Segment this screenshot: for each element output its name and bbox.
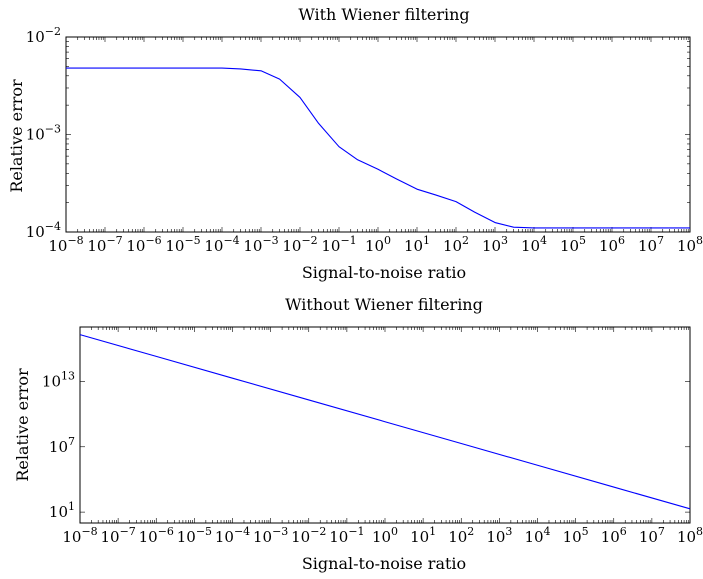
bottom-x-tick-label: 100 bbox=[372, 525, 398, 546]
bottom-y-tick-label: 1013 bbox=[42, 369, 75, 390]
top-x-tick-label: 105 bbox=[560, 234, 586, 255]
top-x-tick-label: 10−6 bbox=[126, 234, 161, 255]
bottom-x-tick-label: 107 bbox=[639, 525, 665, 546]
top-x-tick-label: 10−3 bbox=[243, 234, 278, 255]
bottom-y-tick-label: 107 bbox=[49, 435, 75, 456]
top-plot-frame bbox=[65, 36, 691, 233]
bottom-plot-frame bbox=[79, 326, 691, 524]
bottom-x-tick-label: 101 bbox=[410, 525, 436, 546]
top-x-tick-label: 103 bbox=[482, 234, 508, 255]
bottom-x-tick-label: 104 bbox=[524, 525, 550, 546]
top-x-ticks bbox=[65, 37, 691, 232]
bottom-x-tick-label: 10−6 bbox=[139, 525, 174, 546]
bottom-x-tick-label: 10−1 bbox=[329, 525, 364, 546]
top-x-tick-label: 102 bbox=[443, 234, 469, 255]
bottom-chart-ylabel: Relative error bbox=[13, 368, 32, 482]
bottom-y-ticks bbox=[80, 381, 690, 513]
bottom-x-tick-label: 10−8 bbox=[62, 525, 97, 546]
top-y-tick-label: 10−4 bbox=[26, 220, 61, 241]
top-y-tick-label: 10−3 bbox=[26, 123, 61, 144]
top-x-tick-label: 10−2 bbox=[282, 234, 317, 255]
top-x-tick-label: 100 bbox=[365, 234, 391, 255]
top-x-tick-label: 10−4 bbox=[204, 234, 239, 255]
bottom-chart-title: Without Wiener filtering bbox=[285, 295, 483, 314]
top-x-tick-label: 10−8 bbox=[48, 234, 83, 255]
bottom-x-tick-label: 10−2 bbox=[291, 525, 326, 546]
top-y-ticks bbox=[66, 36, 690, 233]
bottom-x-tick-label: 108 bbox=[677, 525, 703, 546]
top-x-tick-label: 10−1 bbox=[321, 234, 356, 255]
top-chart-ylabel: Relative error bbox=[7, 79, 26, 193]
bottom-series-line bbox=[79, 334, 691, 510]
top-x-tick-label: 104 bbox=[521, 234, 547, 255]
bottom-y-tick-label: 101 bbox=[49, 500, 75, 521]
top-series-line bbox=[66, 67, 690, 229]
top-x-tick-label: 108 bbox=[677, 234, 703, 255]
bottom-chart: 10−8 10−7 10−6 10−5 10−4 10−3 10−2 10−1 100 101 10… bbox=[42, 326, 703, 546]
top-chart: 10−8 10−7 10−6 10−5 10−4 10−3 10−2 10−1 100 101 10… bbox=[26, 25, 703, 255]
top-x-tick-label: 106 bbox=[599, 234, 625, 255]
top-x-tick-label: 10−7 bbox=[87, 234, 122, 255]
bottom-x-tick-label: 105 bbox=[563, 525, 589, 546]
top-y-tick-label: 10−2 bbox=[26, 25, 61, 46]
bottom-x-tick-label: 106 bbox=[601, 525, 627, 546]
bottom-x-tick-label: 10−5 bbox=[177, 525, 212, 546]
bottom-x-tick-label: 10−4 bbox=[215, 525, 250, 546]
top-x-tick-label: 10−5 bbox=[165, 234, 200, 255]
bottom-x-tick-label: 102 bbox=[448, 525, 474, 546]
bottom-x-tick-label: 10−7 bbox=[100, 525, 135, 546]
bottom-x-ticks bbox=[79, 327, 691, 523]
bottom-x-tick-label: 103 bbox=[486, 525, 512, 546]
top-chart-title: With Wiener filtering bbox=[298, 5, 469, 24]
top-chart-xlabel: Signal-to-noise ratio bbox=[302, 263, 466, 282]
bottom-chart-xlabel: Signal-to-noise ratio bbox=[302, 554, 466, 573]
top-x-tick-label: 107 bbox=[638, 234, 664, 255]
top-x-tick-label: 101 bbox=[404, 234, 430, 255]
bottom-x-tick-label: 10−3 bbox=[253, 525, 288, 546]
